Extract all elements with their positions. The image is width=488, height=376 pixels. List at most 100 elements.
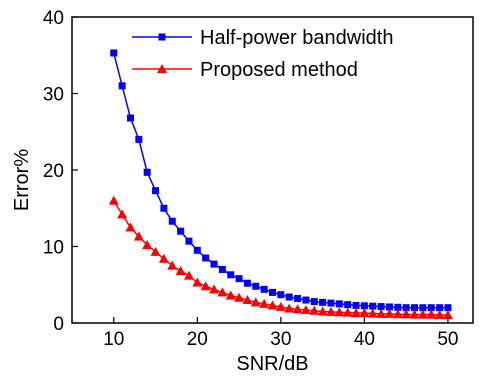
legend-label-half-power: Half-power bandwidth: [200, 27, 393, 49]
data-point-square: [360, 302, 368, 310]
data-point-triangle: [367, 308, 378, 318]
data-point-triangle: [192, 277, 203, 287]
data-point-triangle: [225, 290, 236, 300]
data-point-square: [327, 299, 335, 307]
data-point-triangle: [242, 295, 253, 305]
legend-label-proposed: Proposed method: [200, 59, 358, 81]
data-point-triangle: [175, 265, 186, 275]
x-tick-label: 30: [270, 329, 291, 350]
legend-marker-half-power: [158, 33, 166, 41]
data-point-triangle: [167, 260, 178, 270]
data-point-triangle: [409, 309, 420, 319]
data-point-square: [335, 300, 343, 308]
data-point-triangle: [267, 300, 278, 310]
data-point-triangle: [292, 304, 303, 314]
data-point-triangle: [351, 308, 362, 318]
y-tick-label: 0: [53, 314, 64, 335]
data-point-square: [394, 303, 402, 311]
data-point-square: [385, 303, 393, 311]
data-point-square: [369, 302, 377, 310]
data-point-triangle: [384, 308, 395, 318]
data-point-square: [402, 304, 410, 312]
data-point-triangle: [434, 309, 445, 319]
data-point-square: [168, 217, 176, 225]
ticks-layer: 10 20 30 40 50 0 10 20 30 40: [43, 8, 459, 350]
data-point-square: [444, 304, 452, 312]
data-point-square: [227, 271, 235, 279]
data-point-square: [260, 285, 268, 293]
data-point-triangle: [234, 292, 245, 302]
data-point-square: [436, 304, 444, 312]
y-tick-label: 10: [43, 238, 64, 259]
data-point-square: [427, 304, 435, 312]
data-point-square: [302, 296, 310, 304]
data-point-square: [352, 301, 360, 309]
data-point-square: [310, 298, 318, 306]
data-point-square: [202, 254, 210, 262]
data-point-triangle: [133, 231, 144, 241]
data-point-triangle: [275, 301, 286, 311]
data-point-square: [210, 260, 218, 268]
series-layer: [108, 49, 453, 319]
data-point-triangle: [250, 297, 261, 307]
data-point-square: [110, 49, 118, 57]
data-point-square: [294, 295, 302, 303]
data-point-square: [277, 291, 285, 299]
series-line-0: [113, 52, 448, 309]
x-axis-label: SNR/dB: [236, 353, 308, 375]
data-point-square: [126, 114, 134, 122]
data-point-square: [377, 303, 385, 311]
data-point-triangle: [125, 222, 136, 232]
data-point-square: [252, 282, 260, 290]
data-point-triangle: [259, 298, 270, 308]
data-point-square: [269, 288, 276, 296]
data-point-triangle: [217, 287, 228, 297]
data-point-triangle: [325, 306, 336, 316]
y-axis-label: Error%: [11, 149, 33, 211]
y-tick-label: 30: [43, 85, 64, 106]
x-tick-label: 50: [437, 329, 458, 350]
data-point-triangle: [108, 195, 119, 205]
data-point-triangle: [150, 246, 161, 256]
legend-marker-proposed: [157, 64, 167, 73]
data-point-square: [135, 135, 143, 143]
data-point-triangle: [334, 307, 345, 317]
data-point-square: [143, 168, 151, 176]
y-tick-label: 20: [43, 161, 64, 182]
data-point-square: [185, 237, 193, 245]
data-point-triangle: [309, 305, 320, 315]
data-point-triangle: [158, 253, 169, 263]
data-point-square: [319, 298, 327, 306]
data-point-square: [152, 187, 160, 195]
data-point-triangle: [317, 306, 328, 316]
data-point-square: [193, 246, 201, 254]
data-point-square: [160, 204, 168, 212]
x-tick-label: 20: [187, 329, 208, 350]
data-point-square: [411, 304, 419, 312]
data-point-square: [118, 82, 126, 90]
y-tick-label: 40: [43, 8, 64, 29]
data-point-triangle: [142, 239, 153, 249]
data-point-square: [285, 293, 293, 301]
data-point-triangle: [426, 309, 437, 319]
data-point-triangle: [401, 309, 412, 319]
data-point-triangle: [209, 284, 220, 294]
data-point-triangle: [117, 209, 128, 219]
data-point-triangle: [284, 303, 295, 313]
x-tick-label: 10: [103, 329, 124, 350]
data-point-triangle: [417, 309, 428, 319]
data-point-triangle: [300, 304, 311, 314]
data-point-triangle: [392, 309, 403, 319]
data-point-square: [218, 265, 226, 273]
data-point-triangle: [442, 309, 453, 319]
data-point-square: [177, 227, 185, 235]
data-point-square: [344, 301, 352, 309]
data-point-triangle: [376, 308, 387, 318]
data-point-triangle: [359, 308, 370, 318]
x-tick-label: 40: [354, 329, 375, 350]
data-point-triangle: [183, 270, 194, 280]
legend: Half-power bandwidth Proposed method: [132, 27, 393, 81]
data-point-triangle: [342, 307, 353, 317]
data-point-square: [235, 275, 243, 283]
